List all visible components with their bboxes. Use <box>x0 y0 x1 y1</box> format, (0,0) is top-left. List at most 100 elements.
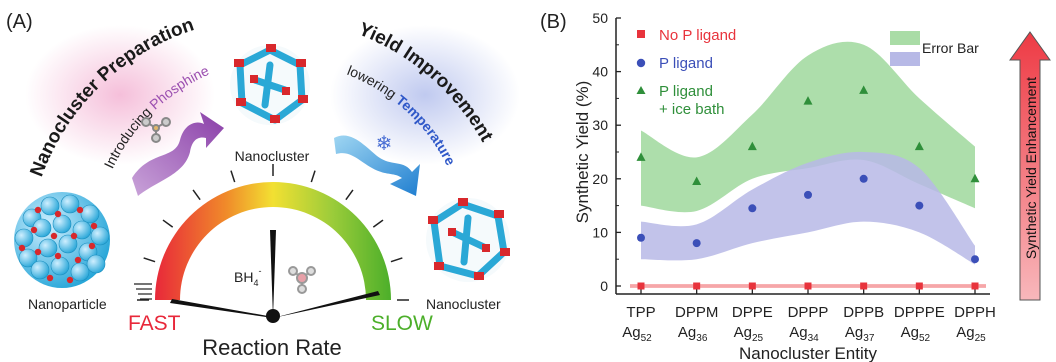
plot-area: 01020304050TPPAg52DPPMAg36DPPEAg25DPPPAg… <box>592 10 995 344</box>
x-tick-label-sub: 37 <box>863 333 875 344</box>
point-p <box>859 174 868 183</box>
x-tick-label-top: DPPB <box>843 304 884 321</box>
x-tick-label-bottom: Ag52 <box>622 324 652 344</box>
nanoparticle-image <box>14 192 110 288</box>
gauge-tick <box>345 189 354 201</box>
gauge-tick <box>143 257 156 263</box>
legend-p-ice-marker <box>636 86 646 94</box>
x-tick-label-sub: 36 <box>696 333 708 344</box>
nanoparticle-label: Nanoparticle <box>28 296 107 312</box>
snowflake-icon: ❄ <box>376 133 393 155</box>
point-p-ice <box>914 141 924 151</box>
legend: No P ligand P ligand P ligand + ice bath… <box>636 27 979 118</box>
point-p-ice <box>692 176 702 185</box>
reagent-label: BH4- <box>234 266 261 288</box>
y-axis-label: Synthetic Yield (%) <box>573 81 592 224</box>
panel-b-label: (B) <box>540 11 567 33</box>
y-tick-label: 30 <box>592 117 608 133</box>
legend-p-ice-1: P ligand <box>659 83 713 100</box>
point-no-p <box>804 282 812 290</box>
x-tick-label-bottom: Ag52 <box>901 324 931 344</box>
point-p-ice <box>970 173 980 183</box>
legend-p-ice-2: + ice bath <box>659 101 724 118</box>
point-p-ice <box>636 152 646 161</box>
x-axis-label: Nanocluster Entity <box>739 344 877 362</box>
arc-left-glow <box>25 25 215 165</box>
point-p <box>915 201 924 210</box>
y-tick-label: 50 <box>592 10 608 26</box>
legend-error-bar: Error Bar <box>922 40 979 56</box>
gauge-ticks <box>137 164 409 301</box>
point-p <box>804 190 812 199</box>
x-tick-label-bottom: Ag34 <box>789 324 819 344</box>
x-tick-label-sub: 34 <box>808 333 820 344</box>
phosphine-molecule-icon <box>141 117 171 143</box>
x-tick-label-base: Ag <box>622 324 640 341</box>
y-tick-label: 40 <box>592 64 608 80</box>
x-tick-label-base: Ag <box>956 324 974 341</box>
x-tick-label-bottom: Ag25 <box>734 324 764 344</box>
reaction-rate-title: Reaction Rate <box>202 335 341 360</box>
error-band-p <box>641 151 975 265</box>
x-tick-label-base: Ag <box>734 324 752 341</box>
legend-p: P ligand <box>659 55 713 72</box>
reagent-sub: 4 <box>253 278 258 288</box>
slow-label: SLOW <box>371 312 433 335</box>
point-no-p <box>860 282 868 290</box>
panel-b: (B) 01020304050TPPAg52DPPMAg36DPPEAg25DP… <box>540 10 1051 362</box>
arc-right-glow <box>330 25 520 165</box>
point-p-ice <box>803 96 813 105</box>
fast-label: FAST <box>128 312 181 335</box>
top-nanocluster-image <box>230 44 310 125</box>
point-no-p <box>915 282 923 290</box>
point-no-p <box>693 282 701 290</box>
x-tick-label-top: DPPH <box>954 304 996 321</box>
point-p <box>692 239 701 248</box>
phosphine-arrow-icon <box>132 112 224 196</box>
borohydride-molecule-icon <box>288 266 316 294</box>
y-tick-label: 10 <box>592 224 608 240</box>
point-p-ice <box>859 85 869 94</box>
point-p <box>637 233 645 242</box>
x-tick-label-top: DPPP <box>788 304 829 321</box>
y-tick-label: 0 <box>600 278 608 294</box>
reagent-sup: - <box>258 266 261 276</box>
gauge-arc <box>155 182 391 300</box>
point-no-p <box>748 282 756 290</box>
x-tick-label-base: Ag <box>901 324 919 341</box>
nanocluster-right-label: Nanocluster <box>426 296 501 312</box>
x-tick-label-top: DPPE <box>732 304 773 321</box>
legend-error-green <box>890 31 920 45</box>
enhancement-arrow-icon <box>1009 31 1051 301</box>
gauge-tick <box>390 257 403 263</box>
right-nanocluster-image <box>426 198 510 282</box>
x-tick-label-base: Ag <box>789 324 807 341</box>
bands-layer <box>630 41 986 288</box>
reagent-base: BH <box>234 269 253 285</box>
x-tick-label-bottom: Ag36 <box>678 324 708 344</box>
gauge-tick <box>230 170 236 183</box>
x-tick-label-top: DPPM <box>675 304 718 321</box>
y-tick-label: 20 <box>592 171 608 187</box>
legend-error-purple <box>890 52 920 66</box>
gauge-tick <box>310 170 316 183</box>
point-no-p <box>637 282 645 290</box>
legend-no-p: No P ligand <box>659 27 736 44</box>
fast-lines-icon <box>134 283 152 300</box>
temperature-arrow-icon <box>334 135 420 196</box>
enhancement-label: Synthetic Yield Enhancement <box>1023 77 1039 259</box>
point-p-ice <box>747 141 757 151</box>
point-p <box>748 204 757 213</box>
x-tick-label-base: Ag <box>678 324 696 341</box>
gauge-needles <box>170 230 380 323</box>
x-tick-label-bottom: Ag25 <box>956 324 986 344</box>
point-p <box>971 255 979 264</box>
x-tick-label-sub: 25 <box>752 333 764 344</box>
x-tick-label-top: TPP <box>626 304 655 321</box>
point-no-p <box>971 282 979 290</box>
x-tick-label-sub: 25 <box>975 333 987 344</box>
gauge-tick <box>372 219 384 228</box>
x-tick-label-top: DPPPE <box>894 304 945 321</box>
gauge-tick <box>192 189 201 201</box>
